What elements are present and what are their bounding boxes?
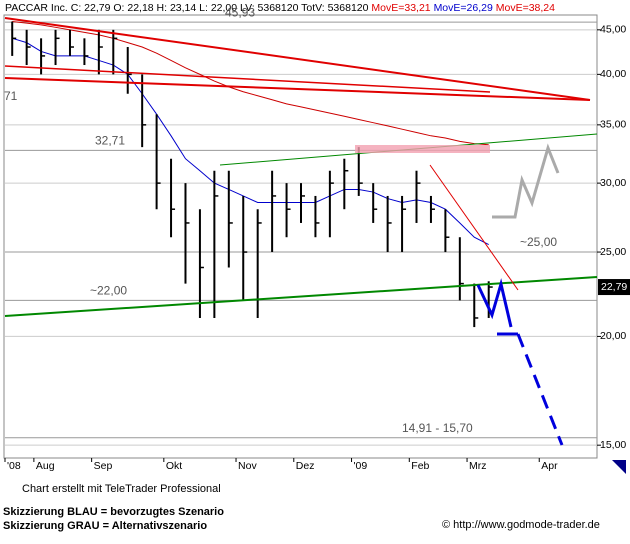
header-item: PACCAR Inc. C: 22,79 O: 22,18 H: 23,14 L… bbox=[5, 2, 369, 14]
trendline bbox=[429, 164, 519, 291]
axes: 15,00 20,00 25,00 30,00 35,00 40,00 45,00 '08 Au… bbox=[4, 24, 630, 472]
level-label: 32,71 bbox=[95, 134, 125, 148]
x-tick-label: Aug bbox=[36, 460, 55, 472]
x-tick-label: '08 bbox=[7, 460, 21, 472]
legend-blue: Skizzierung BLAU = bevorzugtes Szenario bbox=[3, 506, 224, 518]
scenario-blue bbox=[516, 333, 564, 446]
resistance-zone bbox=[355, 145, 490, 153]
y-tick-label: 20,00 bbox=[600, 330, 626, 342]
y-tick-label: 30,00 bbox=[600, 177, 626, 189]
y-tick-label: 15,00 bbox=[600, 439, 626, 451]
header-item: MovE=33,21 bbox=[371, 2, 430, 14]
y-tick-label: 35,00 bbox=[600, 119, 626, 131]
last-price-label: 22,79 bbox=[601, 281, 627, 293]
level-label: 45,93 bbox=[225, 5, 255, 19]
copyright: © http://www.godmode-trader.de bbox=[442, 519, 600, 531]
scenario-blue bbox=[476, 278, 513, 328]
trendline bbox=[4, 65, 491, 93]
level-label: 14,91 - 15,70 bbox=[402, 421, 473, 435]
moving-average bbox=[12, 37, 489, 246]
credit: Chart erstellt mit TeleTrader Profession… bbox=[22, 483, 221, 495]
y-tick-label: 45,00 bbox=[600, 24, 626, 36]
y-tick-label: 25,00 bbox=[600, 246, 626, 258]
x-tick-label: Apr bbox=[541, 460, 558, 472]
trendline bbox=[4, 17, 591, 101]
corner-icon bbox=[612, 460, 626, 474]
level-label: ~22,00 bbox=[90, 284, 127, 298]
x-tick-label: Mrz bbox=[469, 460, 487, 472]
header-item: MovE=38,24 bbox=[496, 2, 555, 14]
x-tick-label: '09 bbox=[354, 460, 368, 472]
header-item: MovE=26,29 bbox=[434, 2, 493, 14]
last-price-box bbox=[598, 279, 630, 296]
header: PACCAR Inc. C: 22,79 O: 22,18 H: 23,14 L… bbox=[5, 2, 555, 14]
legend-gray: Skizzierung GRAU = Alternativszenario bbox=[3, 520, 207, 532]
x-tick-label: Sep bbox=[94, 460, 113, 472]
drawings bbox=[4, 17, 598, 446]
scenario-gray bbox=[492, 143, 560, 219]
x-tick-label: Dez bbox=[296, 460, 315, 472]
x-tick-label: Okt bbox=[166, 460, 182, 472]
moving-average bbox=[12, 21, 489, 146]
x-tick-label: Feb bbox=[411, 460, 429, 472]
trendline bbox=[4, 77, 591, 101]
plot: 45,93 32,71 ~25,00 ~22,00 14,91 - 15,70 71 bbox=[4, 5, 597, 446]
y-tick-label: 40,00 bbox=[600, 68, 626, 80]
trendline bbox=[4, 276, 598, 317]
level-label: ~25,00 bbox=[520, 235, 557, 249]
clipped-label: 71 bbox=[4, 89, 18, 103]
x-tick-label: Nov bbox=[238, 460, 257, 472]
